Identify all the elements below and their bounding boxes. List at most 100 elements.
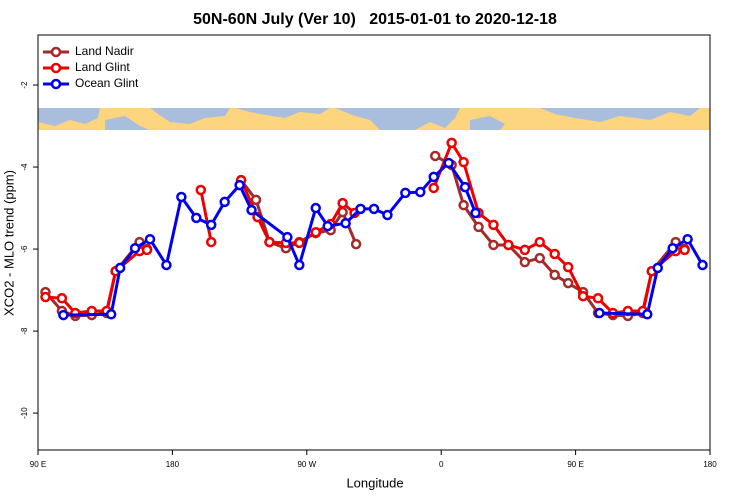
data-point xyxy=(488,219,499,231)
y-tick-label: -2 xyxy=(20,81,29,89)
data-point xyxy=(58,309,69,321)
data-point xyxy=(470,207,481,219)
x-axis-label: Longitude xyxy=(346,475,403,490)
data-point xyxy=(652,262,663,274)
map-water xyxy=(38,108,100,126)
data-point xyxy=(195,184,207,196)
data-point xyxy=(534,236,546,248)
x-tick-label: 180 xyxy=(166,460,180,469)
data-point xyxy=(458,156,469,168)
data-point xyxy=(161,259,172,271)
data-point xyxy=(350,238,362,250)
data-point xyxy=(176,191,187,203)
data-point xyxy=(322,220,333,232)
data-point xyxy=(114,262,126,274)
data-point xyxy=(141,244,153,256)
data-point xyxy=(310,202,322,214)
series-line xyxy=(45,248,148,315)
data-point xyxy=(294,237,305,249)
data-point xyxy=(400,187,411,199)
series-line xyxy=(432,139,685,315)
data-point xyxy=(282,231,293,243)
series-line xyxy=(199,189,213,243)
map-water xyxy=(150,108,230,124)
data-point xyxy=(562,261,574,273)
data-point xyxy=(219,196,230,208)
plot-frame xyxy=(37,34,711,451)
chart-title: 50N-60N July (Ver 10) 2015-01-01 to 2020… xyxy=(193,11,557,28)
data-point xyxy=(428,171,439,183)
data-point xyxy=(294,259,305,271)
series xyxy=(40,150,690,322)
data-point xyxy=(577,290,589,302)
data-point xyxy=(682,233,693,245)
data-point xyxy=(340,217,351,229)
x-tick-label: 90 E xyxy=(567,460,583,469)
data-point xyxy=(368,203,380,215)
data-point xyxy=(246,204,257,216)
data-point xyxy=(105,309,117,320)
y-axis-label: XCO2 - MLO trend (ppm) xyxy=(1,170,16,316)
x-tick-label: 90 E xyxy=(30,460,46,469)
data-point xyxy=(205,219,217,231)
data-point xyxy=(534,252,546,264)
data-point xyxy=(592,293,604,304)
data-point xyxy=(355,203,366,215)
data-point xyxy=(264,236,275,248)
map-water xyxy=(105,116,150,130)
x-tick-label: 180 xyxy=(703,460,717,469)
legend-label: Land Glint xyxy=(75,60,130,74)
data-point xyxy=(382,209,393,221)
series xyxy=(58,157,708,321)
data-point xyxy=(679,244,690,256)
data-point xyxy=(56,293,68,304)
data-point xyxy=(205,236,217,248)
x-tick-label: 90 W xyxy=(297,460,316,469)
map-water xyxy=(470,116,505,130)
data-point xyxy=(446,137,457,149)
map-water xyxy=(335,108,460,130)
series xyxy=(40,137,690,319)
legend-label: Ocean Glint xyxy=(75,76,139,90)
data-point xyxy=(458,199,469,211)
data-point xyxy=(667,242,678,254)
data-point xyxy=(443,157,454,169)
x-tick-label: 0 xyxy=(439,460,444,469)
data-point xyxy=(459,181,471,193)
data-point xyxy=(144,233,156,245)
y-tick-label: -4 xyxy=(20,163,29,171)
y-tick-label: -10 xyxy=(20,407,29,419)
data-point xyxy=(594,307,605,319)
data-point xyxy=(234,179,245,191)
legend-marker xyxy=(50,62,62,74)
data-point xyxy=(129,242,141,254)
data-point xyxy=(562,277,574,289)
data-point xyxy=(428,182,439,194)
data-point xyxy=(642,309,653,320)
data-point xyxy=(40,291,51,303)
data-point xyxy=(337,197,348,209)
data-point xyxy=(503,239,514,251)
legend-marker xyxy=(50,78,62,90)
data-point xyxy=(519,244,531,256)
map-water xyxy=(235,108,330,118)
map-water xyxy=(540,108,700,122)
data-point xyxy=(429,150,441,162)
data-point xyxy=(488,239,499,251)
y-tick-label: -8 xyxy=(20,327,29,335)
data-point xyxy=(519,256,531,268)
data-point xyxy=(549,248,560,260)
data-point xyxy=(473,221,484,233)
y-tick-label: -6 xyxy=(20,245,29,253)
legend-marker xyxy=(50,46,62,58)
legend-label: Land Nadir xyxy=(75,44,134,58)
data-point xyxy=(250,194,262,206)
series-line xyxy=(239,179,356,245)
data-point xyxy=(697,259,708,271)
data-point xyxy=(310,226,322,238)
data-point xyxy=(415,186,426,198)
data-point xyxy=(549,269,560,281)
data-point xyxy=(191,212,202,224)
